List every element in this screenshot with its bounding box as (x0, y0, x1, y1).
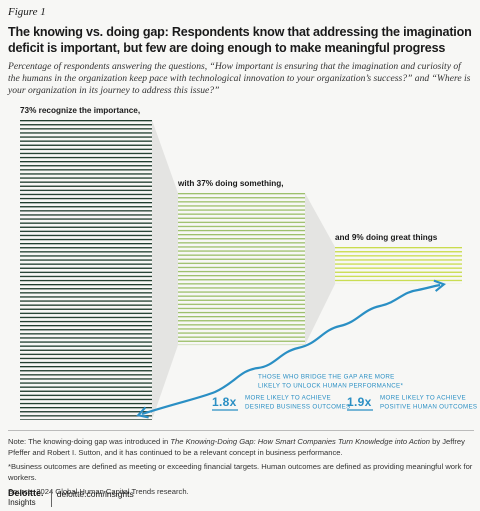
brand-sub: Insights (8, 498, 36, 507)
brand: Deloitte. (8, 488, 44, 498)
footer: Deloitte. Insights deloitte.com/insights (8, 489, 134, 507)
stripe-block (178, 193, 305, 346)
block-label: and 9% doing great things (335, 233, 438, 242)
book-title: The Knowing-Doing Gap: How Smart Compani… (170, 437, 430, 446)
stat-value: 1.9x (347, 395, 372, 409)
stat-text: POSITIVE HUMAN OUTCOMES (380, 404, 477, 411)
connector (152, 120, 178, 420)
callout-heading: THOSE WHO BRIDGE THE GAP ARE MORE (258, 374, 395, 381)
title: The knowing vs. doing gap: Respondents k… (8, 25, 472, 55)
stat-text: DESIRED BUSINESS OUTCOMES (245, 404, 351, 411)
note-text: by Jeffrey Pfeffer and Robert I. Sutton,… (8, 437, 465, 457)
callout-heading: LIKELY TO UNLOCK HUMAN PERFORMANCE* (258, 383, 403, 390)
notes: Note: The knowing-doing gap was introduc… (8, 430, 474, 500)
chart: 73% recognize the importance, with 37% do… (20, 106, 477, 420)
stripe-block (20, 120, 152, 420)
url: deloitte.com/insights (50, 489, 134, 507)
block-label: with 37% doing something, (177, 179, 284, 188)
connector (305, 193, 335, 346)
stripe-block (335, 247, 462, 284)
footnote: *Business outcomes are defined as meetin… (8, 462, 473, 482)
divider (8, 430, 474, 431)
stat-value: 1.8x (212, 395, 237, 409)
source: Source: 2024 Global Human Capital Trends… (8, 487, 189, 496)
stat-text: MORE LIKELY TO ACHIEVE (245, 395, 331, 402)
stat-text: MORE LIKELY TO ACHIEVE (380, 395, 466, 402)
subtitle: Percentage of respondents answering the … (8, 61, 471, 96)
note: Note: The knowing-doing gap was introduc… (8, 436, 474, 458)
arrow (136, 279, 447, 419)
figure-label: Figure 1 (8, 6, 46, 18)
note-text: Note: The knowing-doing gap was introduc… (8, 437, 171, 446)
block-label: 73% recognize the importance, (20, 106, 140, 115)
